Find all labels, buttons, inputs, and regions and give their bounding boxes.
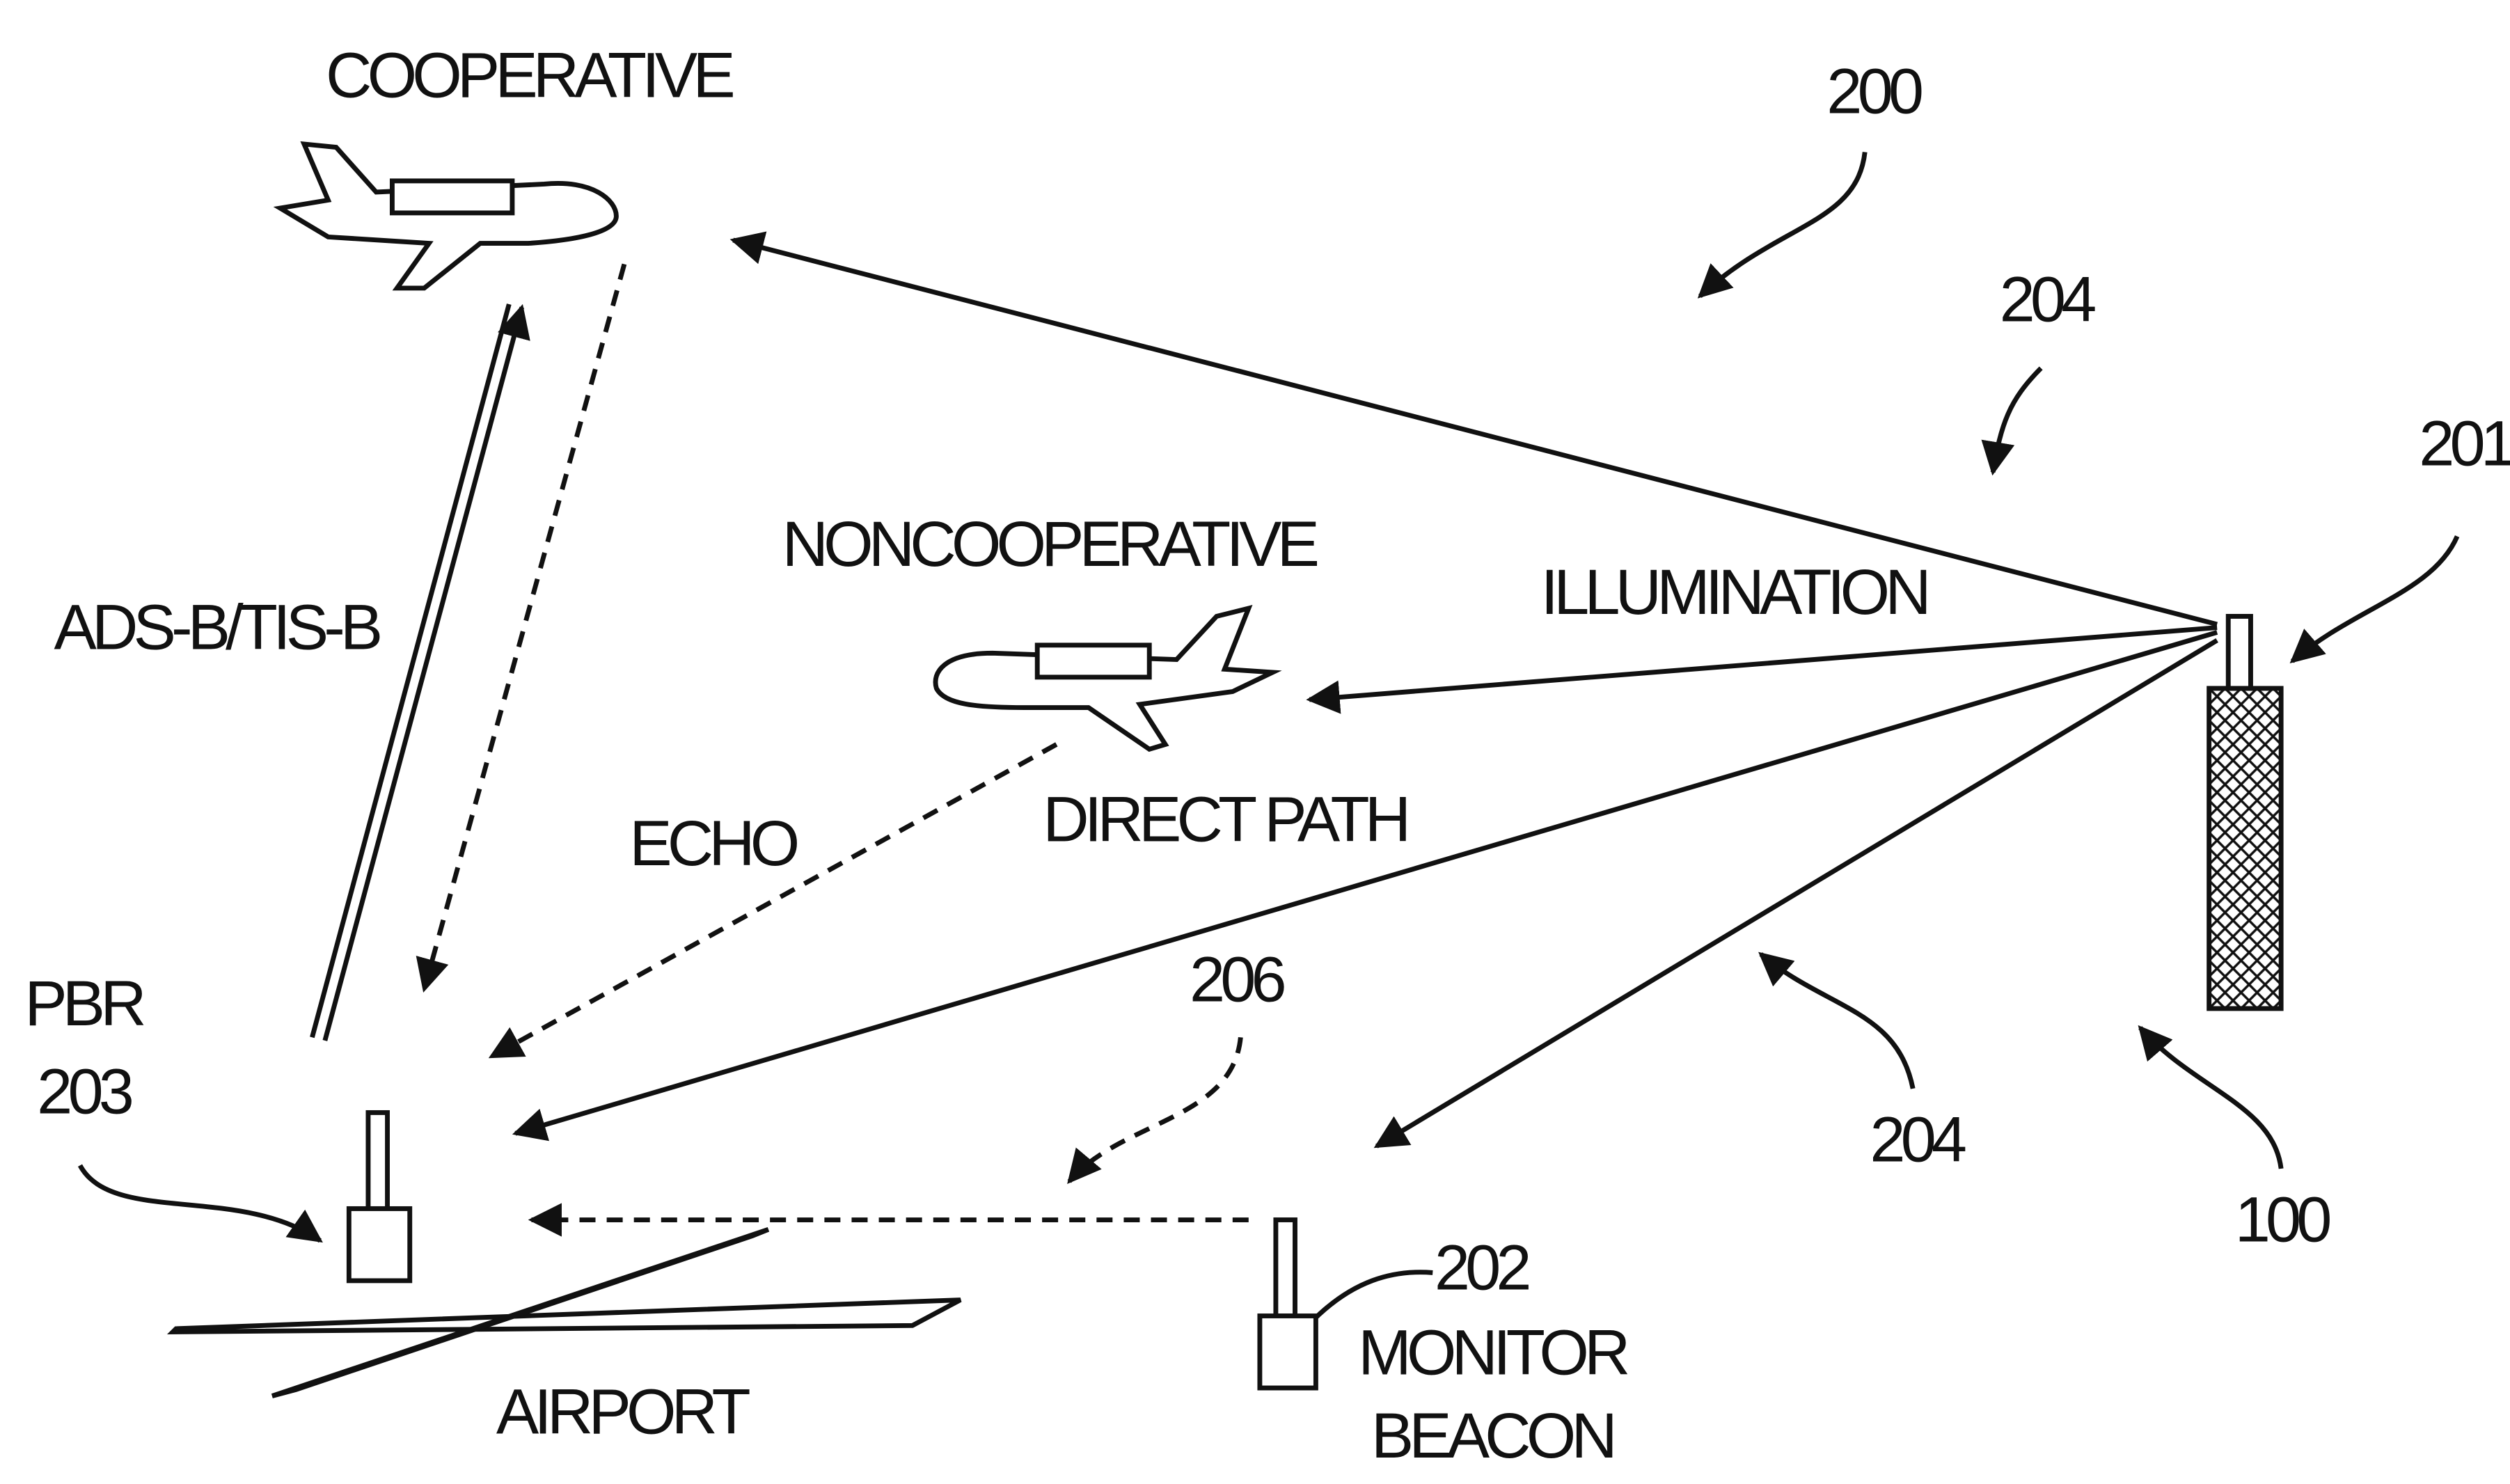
reference-arrows: [77, 152, 2460, 1323]
label: MONITOR: [1358, 1318, 1628, 1389]
airport-runways: [166, 1227, 962, 1398]
label: 200: [1826, 56, 1922, 127]
label: 203: [37, 1057, 132, 1128]
cooperative-plane: [273, 141, 619, 291]
label: DIRECT PATH: [1043, 784, 1406, 855]
label: 204: [2000, 264, 2096, 335]
label: ILLUMINATION: [1540, 557, 1926, 628]
label: 201: [2419, 408, 2510, 479]
label: 204: [1870, 1105, 1966, 1176]
label: AIRPORT: [496, 1377, 750, 1448]
label: 100: [2235, 1185, 2330, 1256]
label: 206: [1190, 945, 1285, 1016]
monitor-beacon: [1257, 1217, 1318, 1391]
label: PBR: [24, 968, 144, 1039]
transmitter-tower: [2207, 614, 2284, 1011]
label: NONCOOPERATIVE: [782, 509, 1318, 580]
label: ECHO: [629, 808, 798, 879]
noncooperative-plane: [933, 604, 1282, 752]
label: ADS-B/TIS-B: [54, 592, 380, 663]
pbr-receiver: [346, 1110, 413, 1284]
label: BEACON: [1371, 1400, 1613, 1471]
label: COOPERATIVE: [326, 40, 733, 111]
signal-lines: [310, 231, 2218, 1237]
label: 202: [1435, 1233, 1529, 1304]
